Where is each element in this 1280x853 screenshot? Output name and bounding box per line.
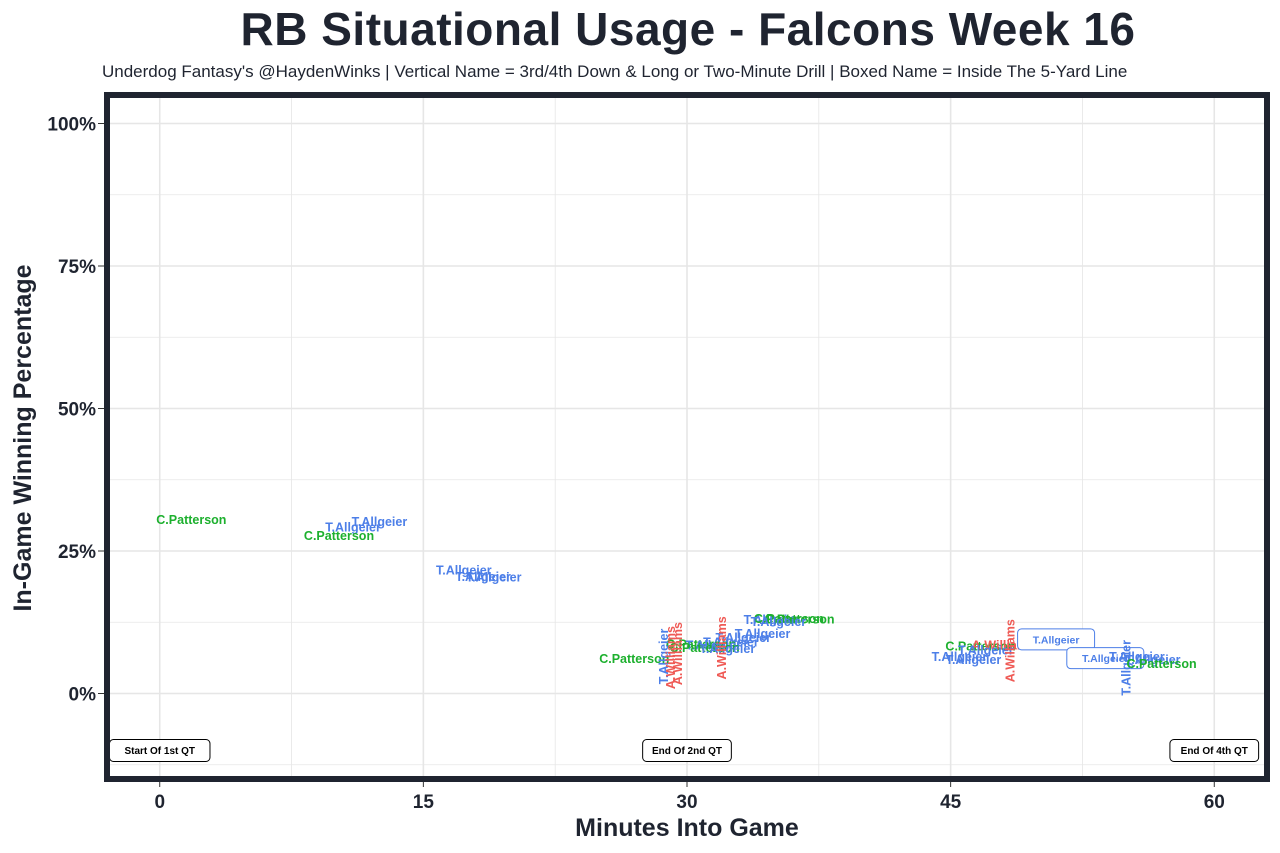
point-label: T.Allgeier [735,627,791,641]
point-label: T.Allgeier [352,515,408,529]
data-point: T.Allgeier [1119,640,1133,696]
quarter-annotation: Start Of 1st QT [108,739,211,762]
point-label: C.Patterson [754,612,824,626]
data-point: C.Patterson [754,612,824,626]
point-label: T.Allgeier [932,650,988,664]
data-point: C.Patterson [669,641,739,655]
annotation-label: End Of 2nd QT [652,746,722,757]
data-point: T.Allgeier [703,636,759,650]
point-label: C.Patterson [945,640,1015,654]
point-label: T.Allgeier [958,644,1014,658]
annotation-box [642,739,732,762]
point-label: T.Allgeier [657,629,671,685]
data-point: T.Allgeier [715,631,771,645]
point-label: T.Allgeier [744,613,800,627]
annotation-label: Start Of 1st QT [124,746,195,757]
annotation-label: End Of 4th QT [1181,746,1248,757]
data-point: C.Patterson [945,640,1015,654]
data-point: T.Allgeier [436,563,492,577]
data-point: A.Williams [671,622,685,685]
data-point: T.Allgeier [958,644,1014,658]
point-label: T.Allgeier [946,653,1002,667]
point-box [1017,628,1096,651]
grid-major [107,95,1267,779]
data-point: C.Patterson [666,637,736,651]
plot-frame [104,92,1270,782]
data-point: C.Patterson [764,612,834,626]
data-point: T.Allgeier [946,653,1002,667]
y-tick-label: 75% [58,257,96,278]
data-point: T.Allgeier [932,650,988,664]
data-point: A.Williams [664,626,678,689]
quarter-annotations: Start Of 1st QT End Of 2nd QT End Of 4th Q… [108,739,1260,762]
y-tick-label: 50% [58,400,96,421]
point-label: T.Allgeier [686,639,742,653]
x-tick-label: 15 [413,792,435,813]
data-point: T.Allgeier [686,639,742,653]
data-point: T.Allgeier [657,629,671,685]
annotation-box [1169,739,1260,762]
point-label: C.Patterson [666,637,736,651]
data-point: T.Allgeier [1109,650,1165,664]
point-label: T.Allgeier [1109,650,1165,664]
data-point: T.Allgeier [1125,653,1181,667]
point-label: T.Allgeier [325,521,381,535]
point-label: T.Allgeier [700,642,756,656]
point-box [1066,647,1145,670]
data-point: T.Allgeier [751,615,807,629]
point-label: T.Allgeier [436,563,492,577]
quarter-annotation: End Of 4th QT [1169,739,1260,762]
point-label: C.Patterson [304,529,374,543]
point-label: C.Patterson [1126,657,1196,671]
point-label: A.Williams [671,622,685,685]
data-point: T.Allgeier [325,521,381,535]
point-label: T.Allgeier [1033,634,1080,646]
point-label: A.Williams [715,616,729,679]
data-point: A.Williams [715,616,729,679]
point-label: C.Patterson [764,612,834,626]
point-label: A.Williams [664,626,678,689]
data-point: T.Allgeier [466,571,522,585]
data-point: T.Allgeier [455,570,511,584]
point-label: T.Allgeier [1082,653,1129,665]
chart-subtitle: Underdog Fantasy's @HaydenWinks | Vertic… [102,62,1128,81]
quarter-annotation: End Of 2nd QT [642,739,732,762]
data-point: T.Allgeier [744,613,800,627]
data-points: C.Patterson T.AllgeierT.AllgeierC.Patters… [156,513,1196,695]
data-point: A.Williams [1003,619,1017,682]
data-point: T.Allgeier [700,642,756,656]
point-label: T.Allgeier [715,631,771,645]
point-label: T.Allgeier [455,570,511,584]
point-label: C.Patterson [669,641,739,655]
point-label: T.Allgeier [751,615,807,629]
y-axis-ticks: 0% 25% 50% 75% 100% [47,115,104,706]
y-tick-label: 25% [58,542,96,563]
data-point: C.Patterson [304,529,374,543]
data-point: C.Patterson [156,513,226,527]
y-tick-label: 0% [69,685,97,706]
x-tick-label: 30 [676,792,697,813]
data-point: T.Allgeier [735,627,791,641]
data-point: T.Allgeier [352,515,408,529]
data-point: C.Patterson [1126,657,1196,671]
point-label: T.Allgeier [466,571,522,585]
point-label: C.Patterson [599,652,669,666]
data-point: T.Allgeier [1066,647,1145,670]
y-axis-title: In-Game Winning Percentage [9,264,37,611]
point-label: T.Allgeier [703,636,759,650]
chart-title: RB Situational Usage - Falcons Week 16 [240,3,1136,55]
x-tick-label: 60 [1204,792,1225,813]
data-point: T.Allgeier [1017,628,1096,651]
point-label: A.Williams [1003,619,1017,682]
point-label: C.Patterson [156,513,226,527]
y-tick-label: 100% [47,115,96,136]
point-label: T.Allgeier [1119,640,1133,696]
data-point: C.Patterson [599,652,669,666]
point-label: T.Allgeier [1125,653,1181,667]
x-tick-label: 0 [154,792,165,813]
x-axis-title: Minutes Into Game [575,814,799,842]
x-axis-ticks: 0 15 30 45 60 [154,782,1225,813]
x-tick-label: 45 [940,792,962,813]
